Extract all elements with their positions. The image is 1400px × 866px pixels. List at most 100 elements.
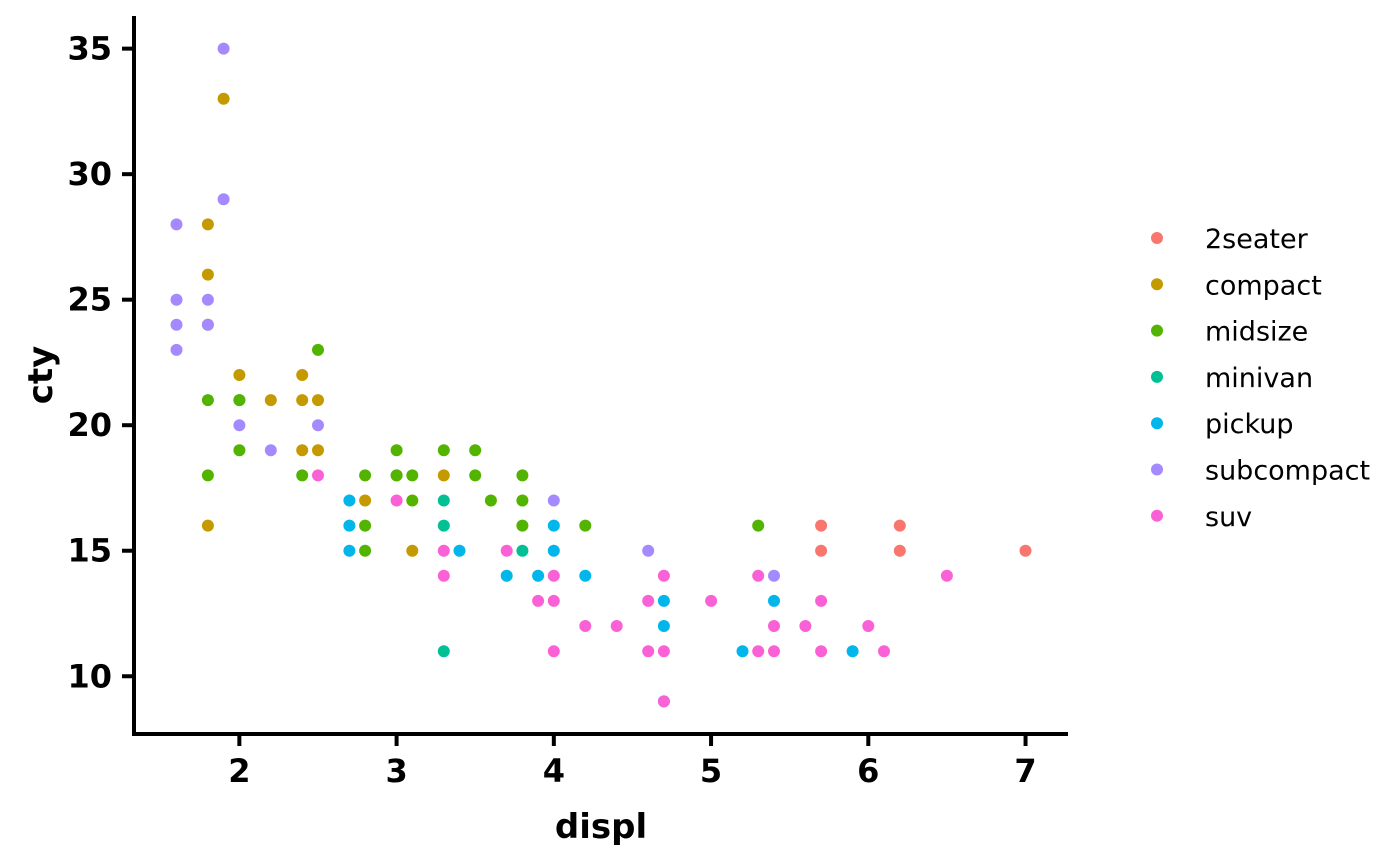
point-midsize-21 xyxy=(752,519,765,532)
point-suv-8 xyxy=(547,645,560,658)
point-compact-16 xyxy=(437,469,450,482)
point-pickup-2 xyxy=(343,544,356,557)
point-midsize-1 xyxy=(201,469,214,482)
point-compact-3 xyxy=(201,519,214,532)
point-midsize-17 xyxy=(516,469,529,482)
point-midsize-18 xyxy=(516,494,529,507)
point-midsize-19 xyxy=(516,519,529,532)
point-midsize-2 xyxy=(233,394,246,407)
y-axis-title: cty xyxy=(21,346,61,405)
point-subcompact-5 xyxy=(201,318,214,331)
point-compact-15 xyxy=(406,544,419,557)
legend-label-suv: suv xyxy=(1205,502,1252,533)
axes-layer xyxy=(132,16,1068,736)
point-minivan-0 xyxy=(437,494,450,507)
point-suv-26 xyxy=(940,569,953,582)
point-suv-25 xyxy=(878,645,890,658)
point-subcompact-13 xyxy=(768,569,780,582)
y-tick-label-10: 10 xyxy=(67,657,112,695)
x-tick-label-5: 5 xyxy=(700,752,722,790)
point-suv-2 xyxy=(437,544,450,557)
points-layer xyxy=(170,42,1032,708)
legend-key-compact xyxy=(1151,278,1163,291)
x-tick-label-3: 3 xyxy=(385,752,407,790)
ticks-layer: 2 3 4 5 6 7 10 15 20 25 30 35 xyxy=(67,30,1036,790)
point-suv-9 xyxy=(579,620,592,632)
point-suv-19 xyxy=(768,620,780,632)
legend-key-minivan xyxy=(1151,370,1163,383)
point-minivan-3 xyxy=(516,544,529,557)
point-midsize-15 xyxy=(469,469,482,482)
point-compact-5 xyxy=(233,369,246,381)
point-minivan-2 xyxy=(437,645,450,658)
point-2seater-4 xyxy=(1019,544,1032,557)
legend-key-subcompact xyxy=(1151,463,1163,476)
point-midsize-13 xyxy=(437,444,450,457)
point-compact-0 xyxy=(201,218,214,231)
point-compact-1 xyxy=(201,268,214,281)
point-midsize-14 xyxy=(469,444,482,457)
x-tick-label-2: 2 xyxy=(228,752,250,790)
point-midsize-12 xyxy=(406,494,419,507)
point-midsize-5 xyxy=(312,343,324,356)
point-suv-15 xyxy=(657,695,670,708)
point-pickup-9 xyxy=(657,594,670,607)
legend-key-2seater xyxy=(1151,232,1163,244)
point-pickup-13 xyxy=(846,645,859,658)
point-pickup-0 xyxy=(343,494,356,507)
legend-label-minivan: minivan xyxy=(1205,363,1313,394)
y-tick-label-30: 30 xyxy=(67,155,112,193)
point-midsize-20 xyxy=(579,519,592,532)
point-subcompact-2 xyxy=(170,318,183,331)
point-suv-12 xyxy=(642,645,655,658)
point-subcompact-4 xyxy=(201,293,214,306)
legend-label-midsize: midsize xyxy=(1205,317,1308,348)
point-suv-17 xyxy=(752,569,765,582)
point-compact-8 xyxy=(296,369,309,381)
point-suv-1 xyxy=(390,494,403,507)
point-suv-5 xyxy=(532,594,545,607)
y-tick-label-25: 25 xyxy=(67,281,112,319)
point-pickup-10 xyxy=(657,620,670,632)
point-pickup-1 xyxy=(343,519,356,532)
legend-label-subcompact: subcompact xyxy=(1205,456,1370,487)
point-pickup-3 xyxy=(453,544,466,557)
point-pickup-4 xyxy=(500,569,513,582)
point-midsize-11 xyxy=(406,469,419,482)
point-midsize-16 xyxy=(484,494,497,507)
point-2seater-3 xyxy=(893,544,906,557)
legend-label-compact: compact xyxy=(1205,270,1322,301)
point-midsize-7 xyxy=(359,519,372,532)
point-subcompact-10 xyxy=(312,419,324,432)
point-midsize-0 xyxy=(201,394,214,407)
y-tick-label-20: 20 xyxy=(67,406,112,444)
point-midsize-4 xyxy=(296,469,309,482)
point-pickup-8 xyxy=(579,569,592,582)
point-suv-11 xyxy=(642,594,655,607)
legend-label-pickup: pickup xyxy=(1205,409,1294,440)
legend: 2seater compact midsize minivan pickup subcom… xyxy=(1151,224,1370,533)
point-2seater-1 xyxy=(815,544,828,557)
point-suv-6 xyxy=(547,569,560,582)
point-midsize-8 xyxy=(359,544,372,557)
legend-label-2seater: 2seater xyxy=(1205,224,1309,255)
point-suv-13 xyxy=(657,569,670,582)
point-midsize-6 xyxy=(359,469,372,482)
point-suv-24 xyxy=(862,620,875,632)
point-pickup-11 xyxy=(736,645,749,658)
point-compact-7 xyxy=(264,394,277,407)
point-suv-0 xyxy=(312,469,324,482)
point-suv-10 xyxy=(610,620,623,632)
point-midsize-10 xyxy=(390,469,403,482)
point-suv-22 xyxy=(815,594,828,607)
point-subcompact-11 xyxy=(547,494,560,507)
point-subcompact-3 xyxy=(170,343,183,356)
legend-key-suv xyxy=(1151,509,1163,522)
y-tick-label-15: 15 xyxy=(67,532,112,570)
point-pickup-6 xyxy=(547,519,560,532)
point-suv-14 xyxy=(657,645,670,658)
point-subcompact-8 xyxy=(233,419,246,432)
point-compact-13 xyxy=(359,494,372,507)
point-suv-3 xyxy=(437,569,450,582)
point-minivan-1 xyxy=(437,519,450,532)
